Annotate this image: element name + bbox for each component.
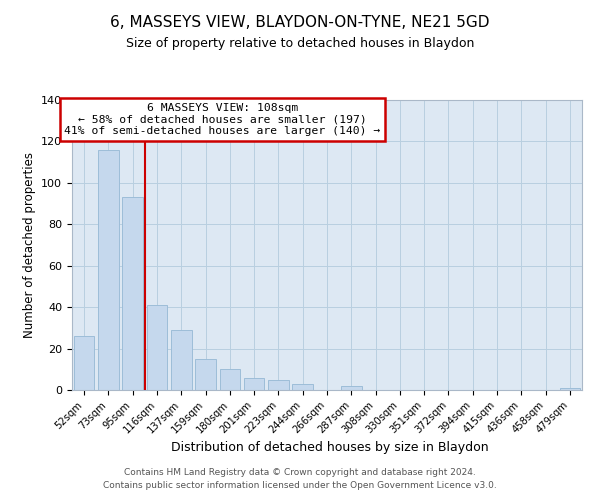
Text: Contains HM Land Registry data © Crown copyright and database right 2024.: Contains HM Land Registry data © Crown c…	[124, 468, 476, 477]
Text: Size of property relative to detached houses in Blaydon: Size of property relative to detached ho…	[126, 38, 474, 51]
Text: Distribution of detached houses by size in Blaydon: Distribution of detached houses by size …	[171, 441, 489, 454]
Bar	[220, 370, 240, 390]
Text: Contains public sector information licensed under the Open Government Licence v3: Contains public sector information licen…	[103, 480, 497, 490]
Bar	[122, 198, 143, 390]
Bar	[341, 386, 362, 390]
Bar	[292, 384, 313, 390]
Bar	[98, 150, 119, 390]
Bar	[195, 359, 216, 390]
Bar	[268, 380, 289, 390]
Bar	[244, 378, 265, 390]
Text: 6 MASSEYS VIEW: 108sqm
← 58% of detached houses are smaller (197)
41% of semi-de: 6 MASSEYS VIEW: 108sqm ← 58% of detached…	[64, 103, 380, 136]
Bar	[146, 305, 167, 390]
Y-axis label: Number of detached properties: Number of detached properties	[23, 152, 35, 338]
Bar	[171, 330, 191, 390]
Bar	[560, 388, 580, 390]
Text: 6, MASSEYS VIEW, BLAYDON-ON-TYNE, NE21 5GD: 6, MASSEYS VIEW, BLAYDON-ON-TYNE, NE21 5…	[110, 15, 490, 30]
Bar	[74, 336, 94, 390]
